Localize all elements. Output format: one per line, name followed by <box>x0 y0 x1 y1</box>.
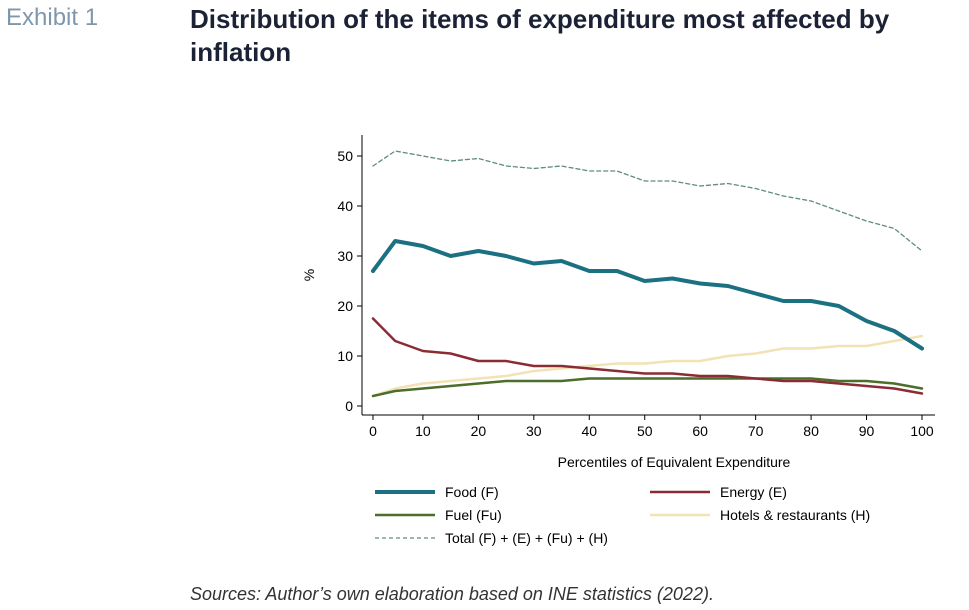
y-axis-label: % <box>301 269 317 281</box>
chart-legend: Food (F) Energy (E) Fuel (Fu) Hotels & rest… <box>375 484 870 546</box>
x-tick-label: 100 <box>910 423 934 439</box>
legend-label-fuel: Fuel (Fu) <box>445 507 502 523</box>
y-tick-label: 10 <box>337 348 353 364</box>
legend-label-hotels: Hotels & restaurants (H) <box>720 507 870 523</box>
y-tick-label: 50 <box>337 148 353 164</box>
x-tick-label: 90 <box>859 423 875 439</box>
y-tick-label: 0 <box>345 398 353 414</box>
series-line-energy <box>371 317 924 395</box>
x-tick-label: 80 <box>803 423 819 439</box>
series-line-total <box>372 150 923 252</box>
y-tick-label: 40 <box>337 198 353 214</box>
y-tick-label: 30 <box>337 248 353 264</box>
x-tick-label: 40 <box>581 423 597 439</box>
chart-series <box>371 150 924 398</box>
series-line-hotels <box>371 334 924 398</box>
source-note: Sources: Author’s own elaboration based … <box>190 584 714 604</box>
exhibit-label: Exhibit 1 <box>6 4 99 31</box>
chart-title: Distribution of the items of expenditure… <box>190 4 890 67</box>
chart-axes: 0 10 20 30 40 50 0 10 20 30 40 50 60 70 80 90 100 Percent… <box>301 135 935 470</box>
x-tick-label: 70 <box>748 423 764 439</box>
x-tick-label: 50 <box>637 423 653 439</box>
legend-label-energy: Energy (E) <box>720 484 787 500</box>
x-tick-label: 30 <box>526 423 542 439</box>
legend-label-total: Total (F) + (E) + (Fu) + (H) <box>445 530 608 546</box>
x-axis-label: Percentiles of Equivalent Expenditure <box>558 454 791 470</box>
x-tick-label: 60 <box>692 423 708 439</box>
y-tick-label: 20 <box>337 298 353 314</box>
legend-label-food: Food (F) <box>445 484 499 500</box>
x-tick-label: 20 <box>471 423 487 439</box>
series-line-fuel <box>371 377 924 398</box>
x-tick-label: 0 <box>369 423 377 439</box>
series-line-food <box>371 239 924 351</box>
x-tick-label: 10 <box>415 423 431 439</box>
